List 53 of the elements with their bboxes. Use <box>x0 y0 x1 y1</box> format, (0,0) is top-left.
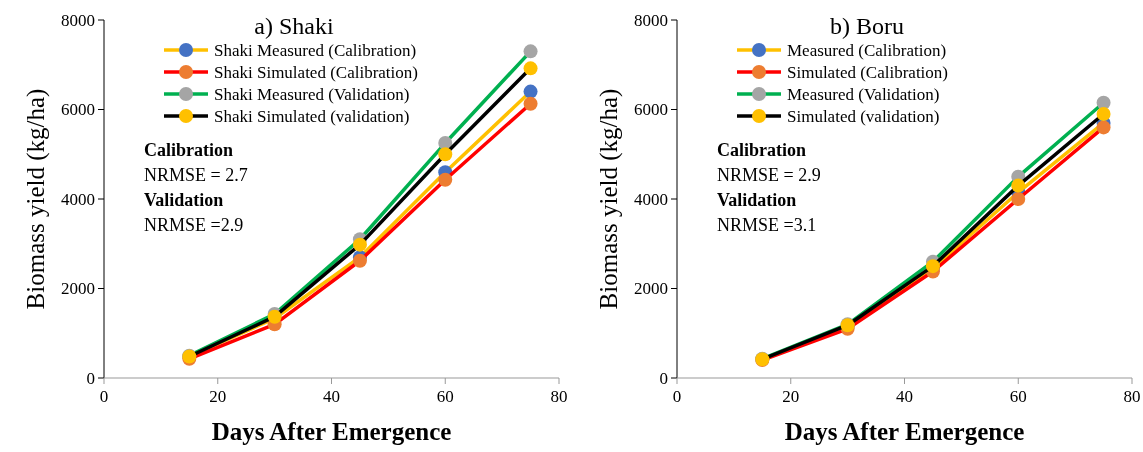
annotation: NRMSE =3.1 <box>717 215 817 235</box>
annotation: NRMSE = 2.7 <box>144 165 248 185</box>
x-tick-label: 40 <box>896 387 913 406</box>
point <box>352 237 367 252</box>
x-tick-label: 20 <box>782 387 800 406</box>
y-tick-label: 4000 <box>634 189 668 209</box>
legend-label: Simulated (Calibration) <box>787 62 948 82</box>
y-tick-label: 8000 <box>61 10 95 30</box>
y-tick-label: 6000 <box>634 100 668 120</box>
annotation: Calibration <box>144 140 234 160</box>
x-axis-title: Days After Emergence <box>211 418 452 445</box>
point <box>1011 178 1026 193</box>
y-axis-title: Biomass yield (kg/ha) <box>595 88 623 310</box>
y-tick-label: 4000 <box>61 189 95 209</box>
point <box>1096 106 1111 121</box>
point <box>523 44 538 59</box>
y-tick-label: 2000 <box>61 279 95 299</box>
x-tick-label: 20 <box>209 387 227 406</box>
point <box>523 84 538 99</box>
point <box>523 61 538 76</box>
point <box>438 147 453 162</box>
legend-label: Measured (Calibration) <box>787 40 947 60</box>
legend-label: Shaki Simulated (Calibration) <box>214 62 418 82</box>
x-tick-label: 80 <box>1123 387 1141 406</box>
legend-label: Shaki Measured (Validation) <box>214 84 410 104</box>
point <box>523 96 538 111</box>
legend-label: Simulated (validation) <box>787 106 940 126</box>
x-tick-label: 60 <box>1009 387 1027 406</box>
legend-label: Measured (Validation) <box>787 84 940 104</box>
annotation: Validation <box>144 190 224 210</box>
point <box>438 172 453 187</box>
legend-label: Shaki Measured (Calibration) <box>214 40 417 60</box>
y-tick-label: 8000 <box>634 10 668 30</box>
y-tick-label: 0 <box>659 368 668 388</box>
x-tick-label: 60 <box>436 387 454 406</box>
y-tick-label: 6000 <box>61 100 95 120</box>
chart-title: a) Shaki <box>254 13 334 39</box>
point <box>1011 192 1026 206</box>
annotation: NRMSE = 2.9 <box>717 165 821 185</box>
y-tick-label: 0 <box>86 368 95 388</box>
x-tick-label: 0 <box>672 387 682 406</box>
point <box>1096 120 1111 135</box>
x-axis-title: Days After Emergence <box>784 418 1025 445</box>
x-tick-label: 80 <box>550 387 568 406</box>
x-tick-label: 40 <box>323 387 340 406</box>
legend-label: Shaki Simulated (validation) <box>214 106 410 126</box>
x-tick-label: 0 <box>99 387 109 406</box>
annotation: NRMSE =2.9 <box>144 215 244 235</box>
annotation: Calibration <box>717 140 807 160</box>
y-axis-title: Biomass yield (kg/ha) <box>22 88 50 310</box>
y-tick-label: 2000 <box>634 279 668 299</box>
chart-title: b) Boru <box>830 13 904 39</box>
annotation: Validation <box>717 190 797 210</box>
